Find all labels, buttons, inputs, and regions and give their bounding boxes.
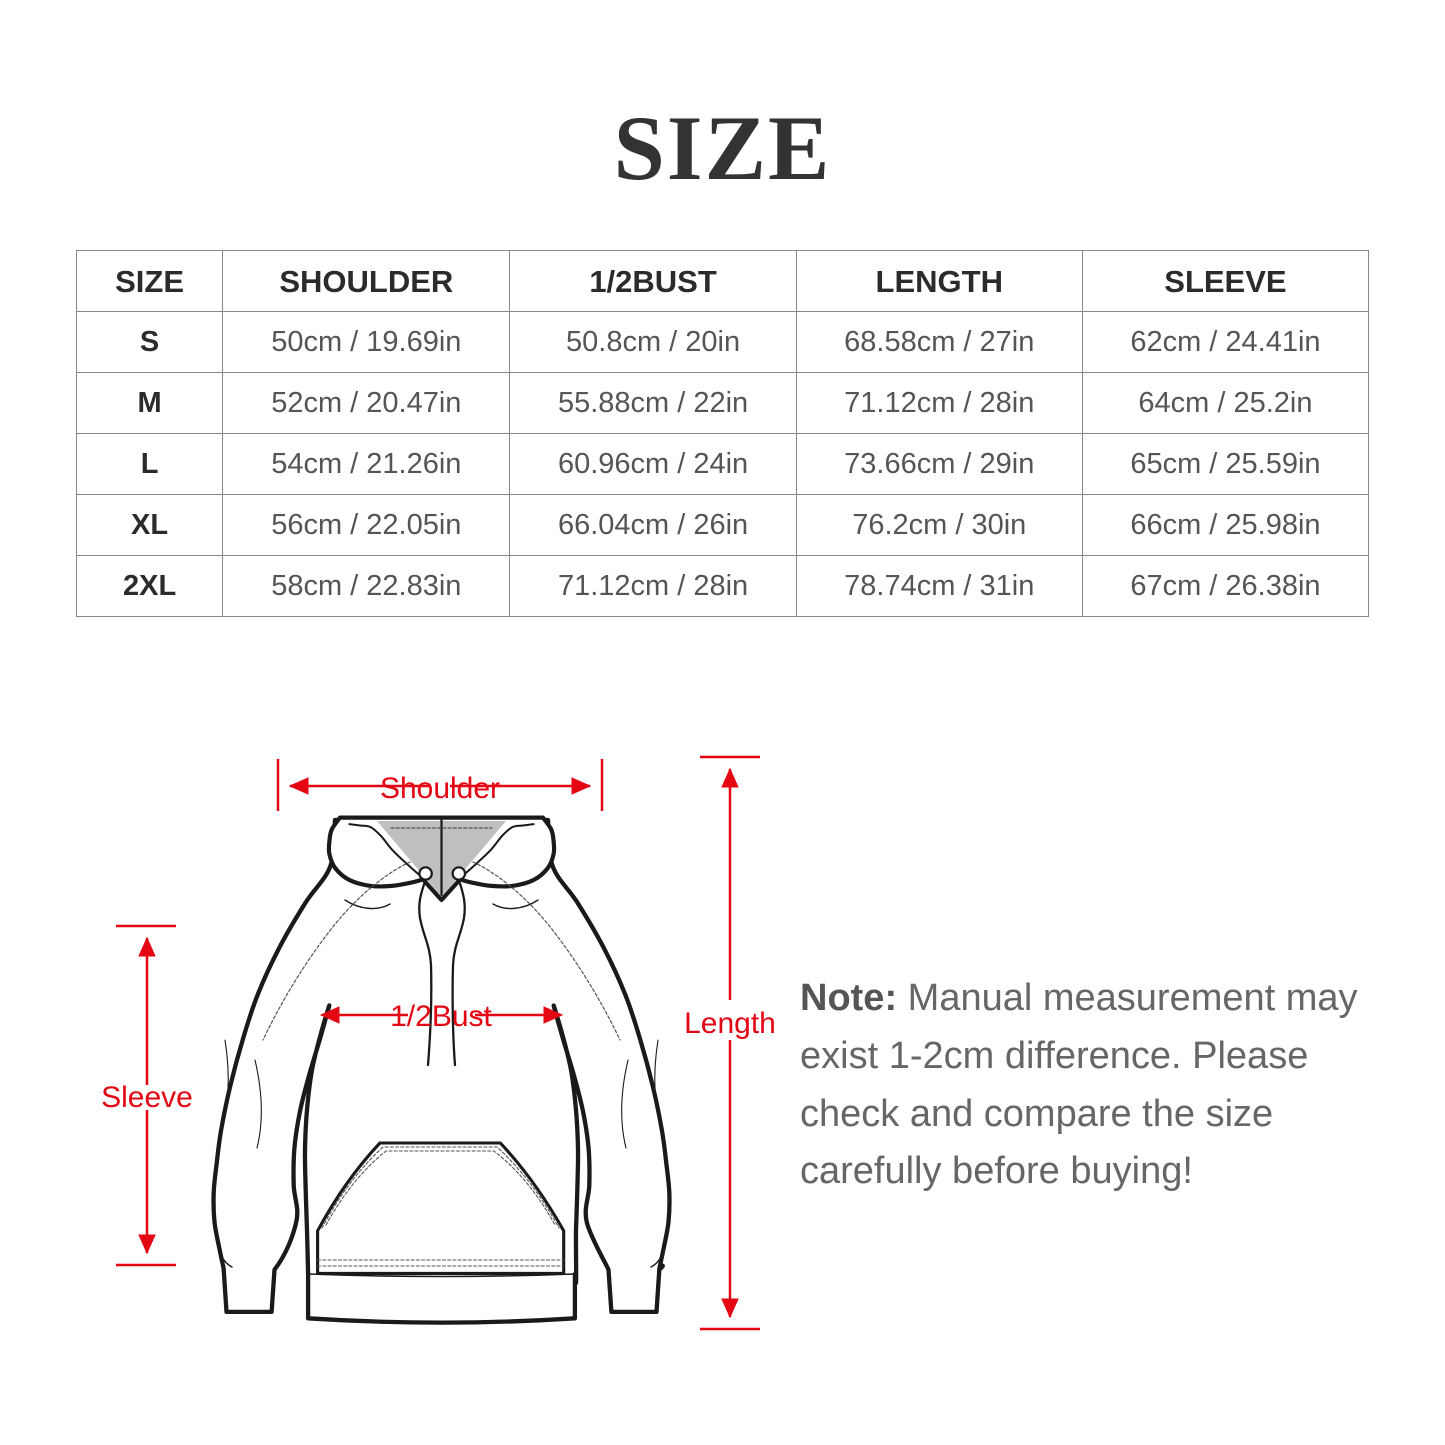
svg-text:1/2Bust: 1/2Bust: [390, 1000, 492, 1033]
svg-text:Shoulder: Shoulder: [380, 772, 500, 805]
svg-text:Sleeve: Sleeve: [101, 1081, 193, 1114]
svg-text:Length: Length: [684, 1007, 776, 1040]
